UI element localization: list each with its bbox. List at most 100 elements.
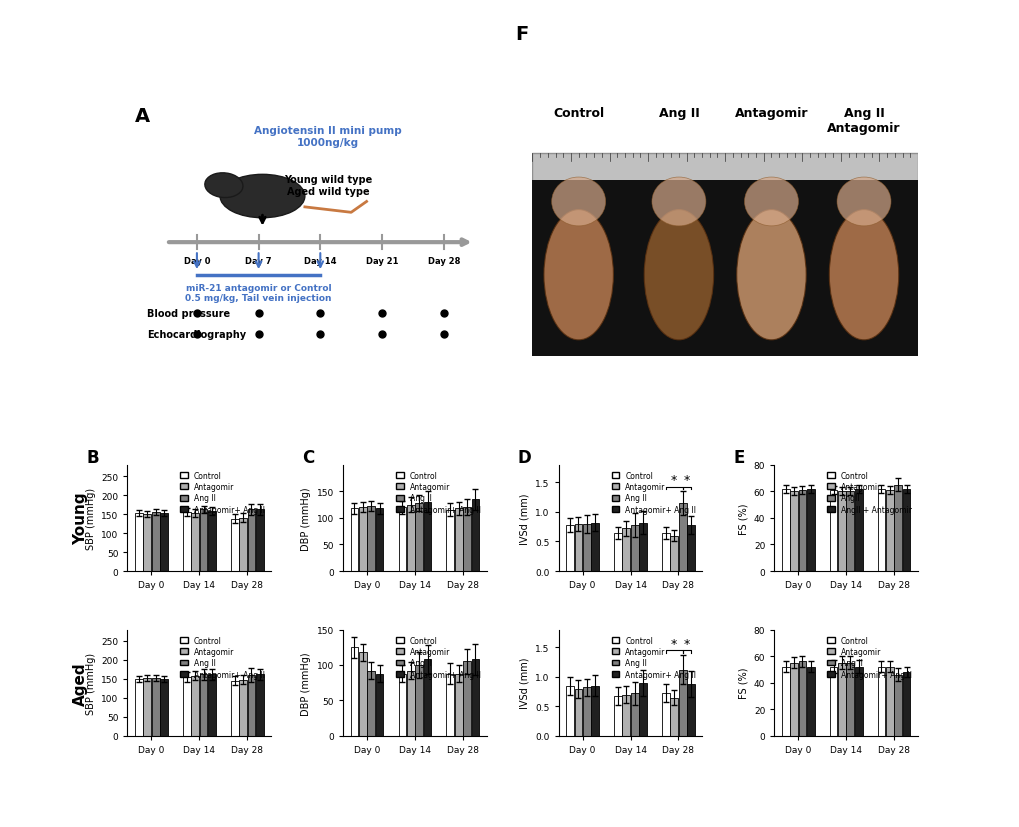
Bar <box>591 523 598 571</box>
Bar <box>135 679 143 736</box>
Bar <box>446 674 453 736</box>
Bar <box>367 671 375 736</box>
Bar <box>160 514 168 571</box>
Legend: Control, Antagomir, Ang II, Antagomir+ Ang II: Control, Antagomir, Ang II, Antagomir+ A… <box>178 633 267 681</box>
Legend: Control, Antagomir, Ang II, Antagomir+ Ang II: Control, Antagomir, Ang II, Antagomir+ A… <box>178 469 267 516</box>
Bar <box>200 675 207 736</box>
Text: B: B <box>87 448 99 466</box>
Bar <box>415 504 423 571</box>
Y-axis label: IVSd (mm): IVSd (mm) <box>520 657 529 709</box>
Legend: Control, Antagomir, Ang II, Antagomir+ Ang II: Control, Antagomir, Ang II, Antagomir+ A… <box>393 469 483 516</box>
Text: Young: Young <box>72 492 88 544</box>
Bar <box>781 489 789 571</box>
Bar <box>583 687 590 736</box>
Bar <box>566 525 574 571</box>
Bar <box>532 154 917 186</box>
Text: *: * <box>683 637 689 650</box>
Ellipse shape <box>205 174 243 198</box>
Bar <box>806 489 814 571</box>
Ellipse shape <box>551 178 605 227</box>
Text: F: F <box>515 25 528 44</box>
Bar <box>192 514 199 571</box>
Bar <box>375 674 383 736</box>
Bar <box>678 670 686 736</box>
Text: Day 21: Day 21 <box>366 256 397 265</box>
Bar <box>846 491 853 571</box>
Y-axis label: FS (%): FS (%) <box>738 667 748 699</box>
Bar <box>182 513 191 571</box>
Bar <box>144 514 151 571</box>
Bar <box>631 694 638 736</box>
Bar <box>846 663 853 736</box>
Bar <box>781 667 789 736</box>
Ellipse shape <box>744 178 798 227</box>
Text: C: C <box>302 448 314 466</box>
Bar <box>239 519 247 571</box>
Text: E: E <box>733 448 744 466</box>
Bar <box>367 506 375 571</box>
Ellipse shape <box>220 175 305 218</box>
Text: Day 28: Day 28 <box>427 256 460 265</box>
Bar <box>687 525 694 571</box>
Y-axis label: FS (%): FS (%) <box>738 503 748 534</box>
Bar <box>160 679 168 736</box>
Ellipse shape <box>651 178 705 227</box>
Bar <box>423 502 431 571</box>
Bar <box>583 524 590 571</box>
Legend: Control, Antagomir, Ang II, Antagomir+ Ang II: Control, Antagomir, Ang II, Antagomir+ A… <box>608 633 698 681</box>
Bar <box>248 509 255 571</box>
Bar <box>591 686 598 736</box>
Bar <box>454 674 462 736</box>
Bar <box>463 662 471 736</box>
Bar <box>152 513 159 571</box>
Bar <box>902 672 910 736</box>
Bar <box>613 533 622 571</box>
Bar <box>886 667 893 736</box>
Bar <box>182 677 191 736</box>
Bar <box>687 684 694 736</box>
Bar <box>398 674 406 736</box>
Bar <box>415 665 423 736</box>
Bar <box>407 671 414 736</box>
Bar <box>375 509 383 571</box>
Y-axis label: IVSd (mm): IVSd (mm) <box>520 492 529 544</box>
Ellipse shape <box>543 210 612 341</box>
Text: *: * <box>683 474 689 487</box>
Text: D: D <box>518 448 531 466</box>
Bar <box>798 490 805 571</box>
Bar <box>639 683 646 736</box>
Text: Day 0: Day 0 <box>183 256 210 265</box>
Bar <box>574 689 582 736</box>
Bar <box>854 667 862 736</box>
Bar <box>144 678 151 736</box>
Text: Young wild type
Aged wild type: Young wild type Aged wild type <box>283 175 372 197</box>
Text: Blood pressure: Blood pressure <box>147 308 229 318</box>
Text: Ang II: Ang II <box>658 108 699 121</box>
Bar <box>446 510 453 571</box>
Legend: Control, Antagomir, Ang II, Antagomir+ Ang II: Control, Antagomir, Ang II, Antagomir+ A… <box>608 469 698 516</box>
Bar <box>135 514 143 571</box>
Bar <box>876 489 884 571</box>
Text: Control: Control <box>552 108 603 121</box>
Bar <box>200 509 207 571</box>
Bar <box>351 509 358 571</box>
Text: Ang II
Antagomir: Ang II Antagomir <box>826 108 900 136</box>
Bar <box>886 490 893 571</box>
Legend: Control, Antagomir, Ang II, Antagomir+ Ang II: Control, Antagomir, Ang II, Antagomir+ A… <box>393 633 483 681</box>
Bar <box>359 508 367 571</box>
Bar <box>471 659 479 736</box>
Text: *: * <box>671 637 677 650</box>
Text: Aged: Aged <box>72 661 88 705</box>
Bar <box>256 509 264 571</box>
Bar <box>828 490 837 571</box>
Bar <box>463 508 471 571</box>
Y-axis label: SBP (mmHg): SBP (mmHg) <box>86 487 96 549</box>
Bar <box>351 648 358 736</box>
Ellipse shape <box>644 210 713 341</box>
Bar <box>398 508 406 571</box>
Bar <box>622 695 630 736</box>
Bar <box>661 694 669 736</box>
Bar <box>248 676 255 736</box>
Bar <box>256 675 264 736</box>
Ellipse shape <box>837 178 891 227</box>
